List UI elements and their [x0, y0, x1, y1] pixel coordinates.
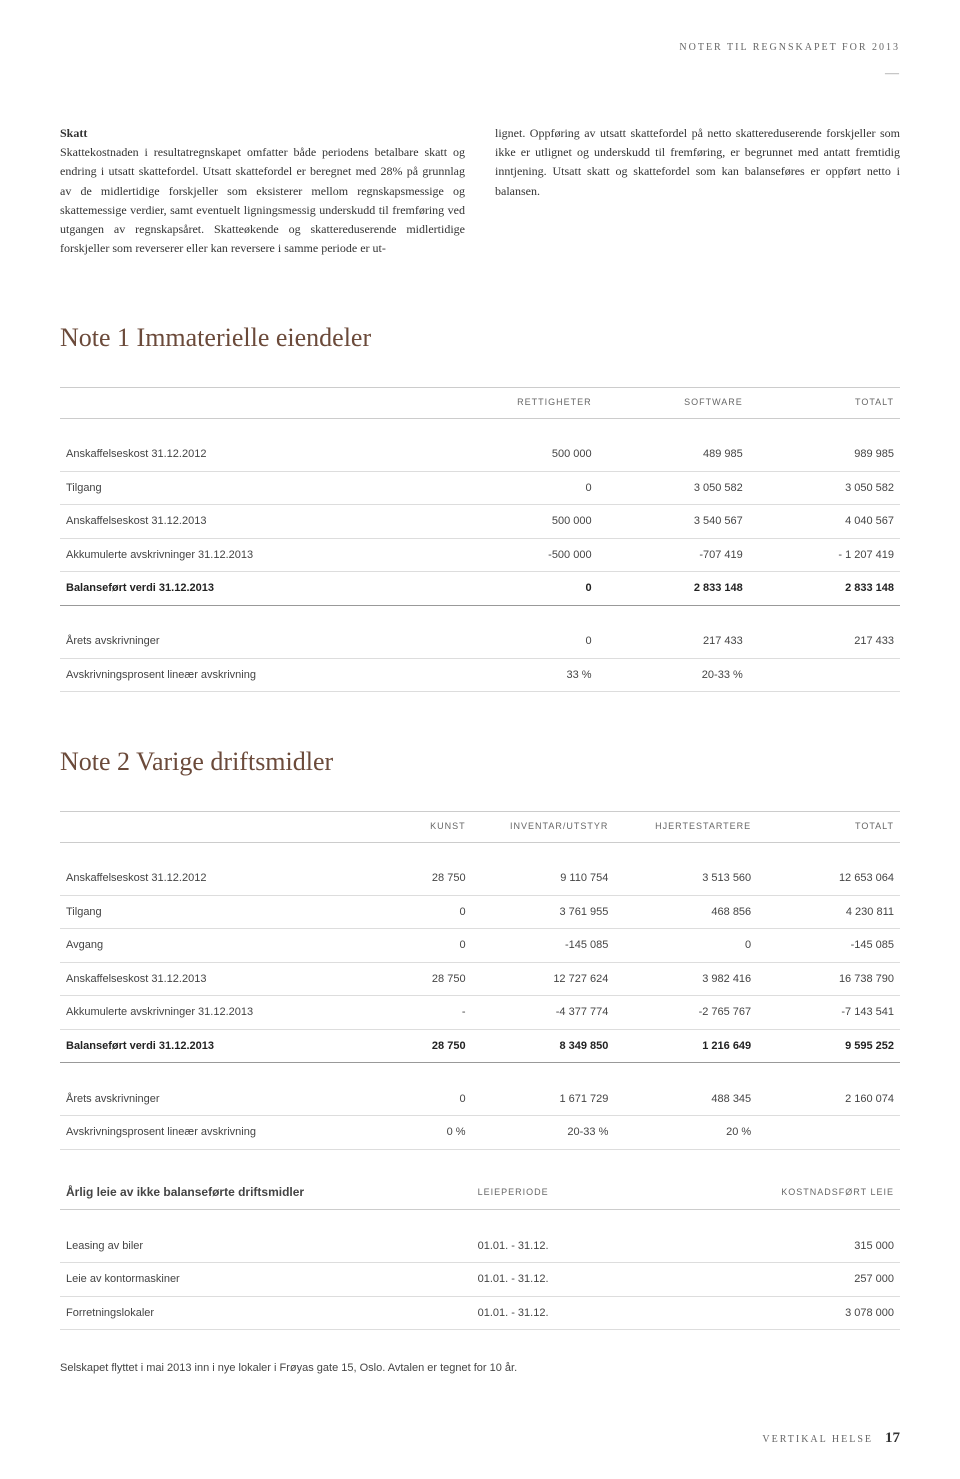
- table-row: Leasing av biler01.01. - 31.12.315 000: [60, 1230, 900, 1263]
- table-row: Akkumulerte avskrivninger 31.12.2013--4 …: [60, 996, 900, 1030]
- col-header: SOFTWARE: [598, 388, 749, 419]
- table-row: Tilgang03 050 5823 050 582: [60, 471, 900, 505]
- table-row: Anskaffelseskost 31.12.201328 75012 727 …: [60, 962, 900, 996]
- col-header: TOTALT: [757, 812, 900, 843]
- table-row: Anskaffelseskost 31.12.2013500 0003 540 …: [60, 505, 900, 539]
- note-2-title: Note 2 Varige driftsmidler: [60, 742, 900, 781]
- table-row: Avgang0-145 0850-145 085: [60, 929, 900, 963]
- col-header: HJERTESTARTERE: [614, 812, 757, 843]
- intro-col-2: lignet. Oppføring av utsatt skattefordel…: [495, 124, 900, 258]
- table-row: Akkumulerte avskrivninger 31.12.2013-500…: [60, 538, 900, 572]
- intro-col1-text: Skattekostnaden i resultatregnskapet omf…: [60, 145, 465, 255]
- table-row: Leie av kontormaskiner01.01. - 31.12.257…: [60, 1263, 900, 1297]
- header-rule: —: [60, 63, 900, 84]
- table-row: Avskrivningsprosent lineær avskrivning0 …: [60, 1116, 900, 1150]
- note-2-section: Note 2 Varige driftsmidler KUNST INVENTA…: [60, 742, 900, 1377]
- footer-brand: VERTIKAL HELSE: [762, 1432, 873, 1447]
- note-1-table: RETTIGHETER SOFTWARE TOTALT Anskaffelses…: [60, 387, 900, 692]
- intro-bold-lead: Skatt: [60, 126, 87, 140]
- intro-columns: Skatt Skattekostnaden i resultatregnskap…: [60, 124, 900, 258]
- table-row: Avskrivningsprosent lineær avskrivning33…: [60, 658, 900, 692]
- intro-col2-text: lignet. Oppføring av utsatt skattefordel…: [495, 126, 900, 198]
- lease-col-label: LEIEPERIODE: [472, 1169, 615, 1210]
- intro-col-1: Skatt Skattekostnaden i resultatregnskap…: [60, 124, 465, 258]
- table-row-bold: Balanseført verdi 31.12.201302 833 1482 …: [60, 572, 900, 606]
- note-2-footnote: Selskapet flyttet i mai 2013 inn i nye l…: [60, 1360, 900, 1377]
- table-header-row: RETTIGHETER SOFTWARE TOTALT: [60, 388, 900, 419]
- table-row-bold: Balanseført verdi 31.12.201328 7508 349 …: [60, 1029, 900, 1063]
- note-2-table: KUNST INVENTAR/UTSTYR HJERTESTARTERE TOT…: [60, 811, 900, 1330]
- table-header-row: KUNST INVENTAR/UTSTYR HJERTESTARTERE TOT…: [60, 812, 900, 843]
- col-header: RETTIGHETER: [446, 388, 597, 419]
- table-row: Forretningslokaler01.01. - 31.12.3 078 0…: [60, 1296, 900, 1330]
- lease-col-label: KOSTNADSFØRT LEIE: [757, 1169, 900, 1210]
- col-header: [60, 388, 446, 419]
- col-header: TOTALT: [749, 388, 900, 419]
- note-1-title: Note 1 Immaterielle eiendeler: [60, 318, 900, 357]
- col-header: INVENTAR/UTSTYR: [472, 812, 615, 843]
- lease-col-label-empty: [614, 1169, 757, 1210]
- table-row: Årets avskrivninger0217 433217 433: [60, 625, 900, 658]
- lease-subhead-title: Årlig leie av ikke balanseførte driftsmi…: [60, 1169, 472, 1210]
- table-row: Årets avskrivninger01 671 729488 3452 16…: [60, 1083, 900, 1116]
- page-header: NOTER TIL REGNSKAPET FOR 2013: [60, 40, 900, 55]
- table-row: Tilgang03 761 955468 8564 230 811: [60, 895, 900, 929]
- col-header: [60, 812, 362, 843]
- table-row: Anskaffelseskost 31.12.2012500 000489 98…: [60, 438, 900, 471]
- page-footer: VERTIKAL HELSE 17: [60, 1427, 900, 1450]
- col-header: KUNST: [362, 812, 471, 843]
- note-1-section: Note 1 Immaterielle eiendeler RETTIGHETE…: [60, 318, 900, 692]
- table-row: Anskaffelseskost 31.12.201228 7509 110 7…: [60, 862, 900, 895]
- footer-page-number: 17: [885, 1427, 900, 1450]
- lease-subheader-row: Årlig leie av ikke balanseførte driftsmi…: [60, 1169, 900, 1210]
